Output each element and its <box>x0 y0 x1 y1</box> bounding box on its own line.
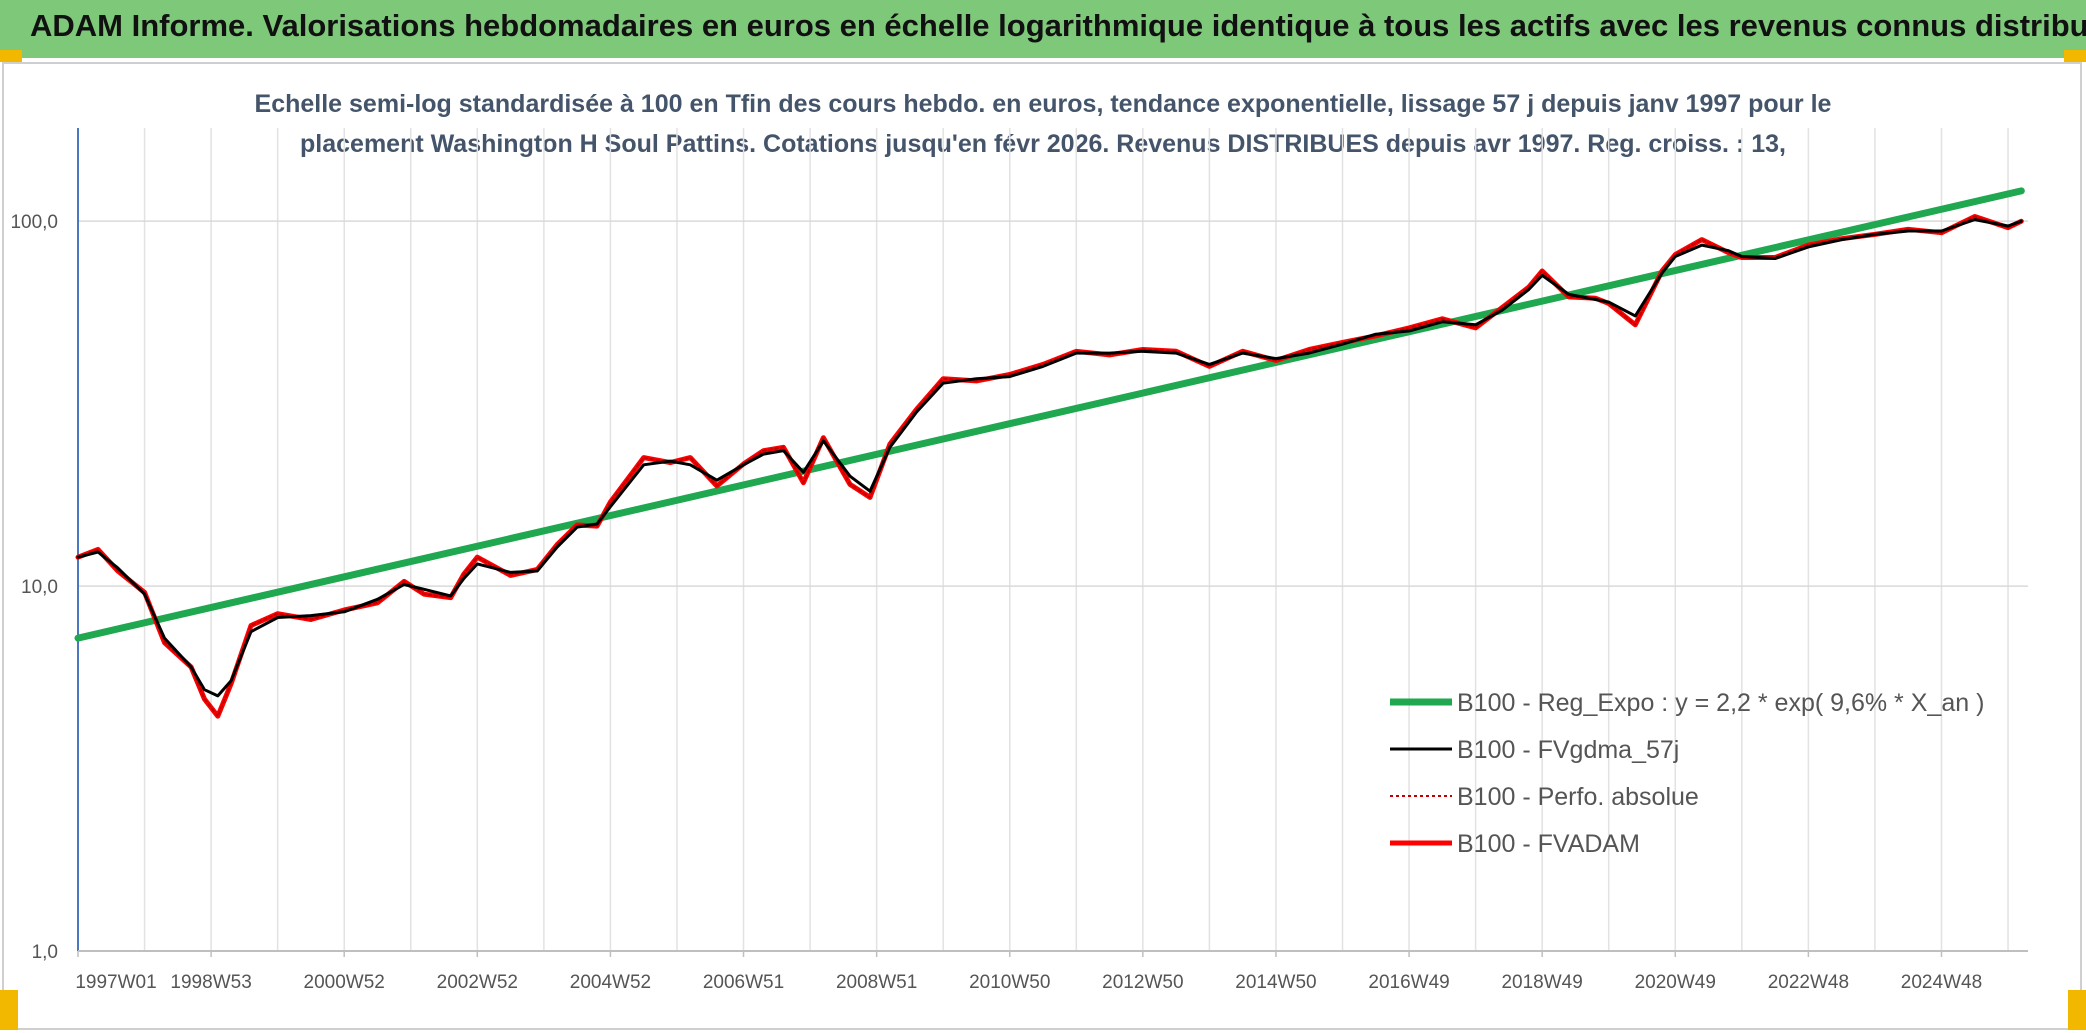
legend-label: B100 - Perfo. absolue <box>1457 783 1699 811</box>
page-title: ADAM Informe. Valorisations hebdomadaire… <box>30 8 2086 43</box>
legend-label: B100 - FVgdma_57j <box>1457 736 1679 764</box>
chart-subtitle-line-1: Echelle semi-log standardisée à 100 en T… <box>254 90 1832 118</box>
series-perfo-absolue <box>77 215 2023 718</box>
y-tick-label: 100,0 <box>10 212 58 233</box>
x-tick-label: 2006W51 <box>703 972 784 993</box>
corner-marker-bottom-right <box>2068 990 2086 1030</box>
x-tick-label: 2016W49 <box>1368 972 1449 993</box>
x-tick-label: 2002W52 <box>437 972 518 993</box>
series-reg-expo <box>74 187 2025 642</box>
x-tick-label: 1998W53 <box>170 972 251 993</box>
corner-marker-bottom-left <box>0 990 18 1030</box>
x-tick-label: 1997W01 <box>75 972 156 993</box>
x-tick-label: 2012W50 <box>1102 972 1183 993</box>
series-layer <box>74 187 2025 719</box>
x-tick-label: 2000W52 <box>304 972 385 993</box>
corner-marker-left <box>0 50 22 62</box>
legend-label: B100 - Reg_Expo : y = 2,2 * exp( 9,6% * … <box>1457 689 1984 717</box>
series-fvgdma-57j <box>76 218 2023 698</box>
y-tick-label: 1,0 <box>32 942 58 963</box>
tick-labels: 1,0 10,0 100,0 1997W01 1998W53 2000W52 2002W52… <box>10 212 1982 993</box>
x-tick-label: 2004W52 <box>570 972 651 993</box>
x-tick-label: 2024W48 <box>1901 972 1982 993</box>
x-tick-label: 2008W51 <box>836 972 917 993</box>
series-fvadam <box>75 214 2024 719</box>
grid-lines <box>78 128 2028 951</box>
x-tick-label: 2022W48 <box>1768 972 1849 993</box>
x-tick-label: 2010W50 <box>969 972 1050 993</box>
x-tick-label: 2020W49 <box>1635 972 1716 993</box>
y-tick-label: 10,0 <box>21 577 58 598</box>
axes <box>77 128 2028 957</box>
chart-subtitle-line-2: placement Washington H Soul Pattins. Cot… <box>300 130 1786 158</box>
x-tick-label: 2014W50 <box>1235 972 1316 993</box>
corner-marker-right <box>2064 50 2086 62</box>
x-tick-label: 2018W49 <box>1501 972 1582 993</box>
header-bar: ADAM Informe. Valorisations hebdomadaire… <box>0 0 2086 62</box>
chart-frame <box>2 62 2082 1030</box>
legend-label: B100 - FVADAM <box>1457 830 1640 858</box>
legend: B100 - Reg_Expo : y = 2,2 * exp( 9,6% * … <box>1390 689 1984 858</box>
